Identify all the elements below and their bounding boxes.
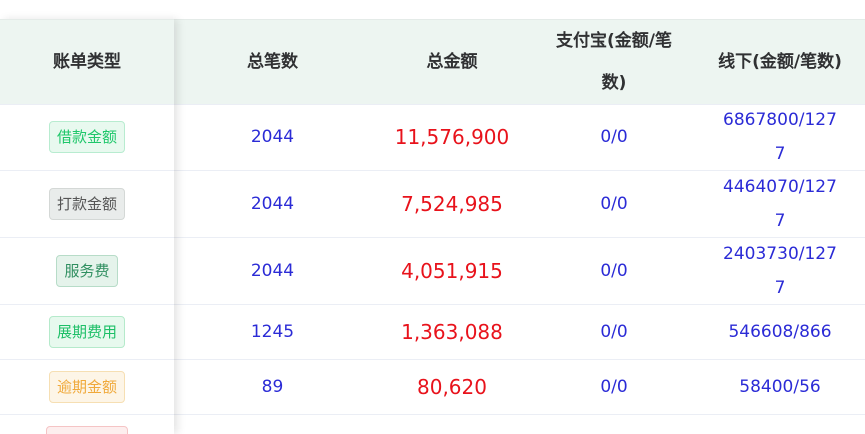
total-amount-cell: 4,051,915 [401,258,503,283]
header-alipay: 支付宝(金额/笔数) [556,31,672,93]
table-row: 打款金额 2044 7,524,985 0/0 4464070/1277 [0,170,865,238]
alipay-cell: 0/0 [600,193,628,214]
count-cell: 2044 [250,126,295,147]
bill-type-tag: 借款金额 [48,120,125,153]
table-header: 账单类型 总笔数 总金额 支付宝(金额/笔数) 线下(金额/笔数) [0,19,865,105]
offline-cell: 546608/866 [728,321,832,342]
bill-type-cell: 打款金额 [0,170,174,237]
offline-cell: 4464070/1277 [723,176,837,231]
alipay-cell: 0/0 [600,260,628,281]
bill-type-cell: 展期费用 [0,304,174,359]
table-row: 逾期金额 89 80,620 0/0 58400/56 [0,359,865,415]
offline-cell: 58400/56 [739,376,821,397]
table-row: 服务费 2044 4,051,915 0/0 2403730/1277 [0,237,865,305]
total-amount-cell: 80,620 [417,374,487,399]
header-bill-type: 账单类型 [53,52,121,72]
table-row-partial [0,414,865,434]
bill-type-tag: 展期费用 [48,315,125,348]
header-offline: 线下(金额/笔数) [718,52,842,72]
bill-type-cell: 服务费 [0,237,174,304]
bill-type-tag: 打款金额 [48,187,125,220]
count-cell: 2044 [250,260,295,281]
table-row: 借款金额 2044 11,576,900 0/0 6867800/1277 [0,103,865,171]
bill-type-tag [46,426,128,434]
header-total-amount: 总金额 [426,52,478,72]
bill-type-cell [0,414,174,434]
total-amount-cell: 7,524,985 [401,191,503,216]
count-cell: 1245 [250,321,295,342]
alipay-cell: 0/0 [600,376,628,397]
bill-type-cell: 借款金额 [0,103,174,170]
count-cell: 2044 [250,193,295,214]
total-amount-cell: 11,576,900 [394,124,510,149]
header-total-count: 总笔数 [247,52,298,72]
count-cell: 89 [261,376,284,397]
total-amount-cell: 1,363,088 [401,319,503,344]
bill-type-tag: 服务费 [56,254,118,287]
table-row: 展期费用 1245 1,363,088 0/0 546608/866 [0,304,865,360]
alipay-cell: 0/0 [600,126,628,147]
offline-cell: 2403730/1277 [723,243,837,298]
bill-type-cell: 逾期金额 [0,359,174,414]
alipay-cell: 0/0 [600,321,628,342]
offline-cell: 6867800/1277 [723,109,837,164]
bill-type-tag: 逾期金额 [48,370,125,403]
